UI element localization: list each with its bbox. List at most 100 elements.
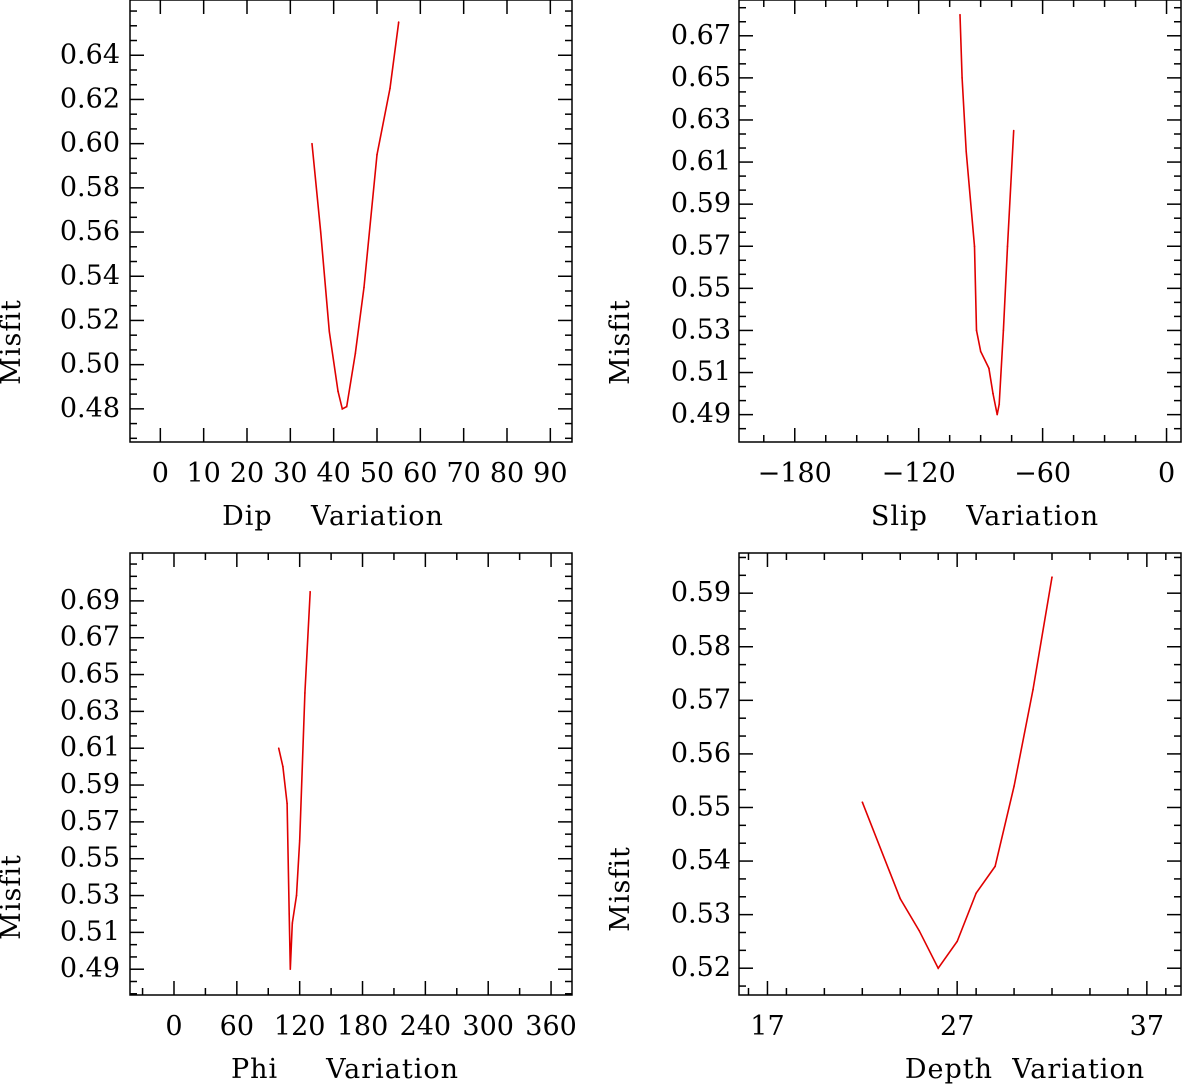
- y-tick-label: 0.63: [60, 695, 120, 726]
- x-tick-label: 300: [462, 1011, 514, 1042]
- y-tick-label: 0.61: [671, 146, 731, 177]
- x-tick-label: 17: [750, 1011, 784, 1042]
- x-tick-label: 37: [1130, 1011, 1164, 1042]
- y-axis-title: Misfit: [605, 299, 636, 385]
- data-point: [899, 897, 902, 900]
- y-tick-label: 0.49: [671, 399, 731, 430]
- y-tick-label: 0.57: [671, 684, 731, 715]
- misfit-curve: [311, 21, 400, 411]
- data-point: [289, 968, 292, 971]
- data-point: [1051, 576, 1053, 578]
- x-tick-label: 50: [360, 458, 394, 489]
- data-point: [337, 390, 339, 392]
- panel-4: 17 27 37 0.52 0.53 0.54 0.55 0.56 0.57 0.58 0.59 De…: [605, 552, 1182, 1085]
- y-axis-title: Misfit: [605, 846, 636, 932]
- misfit-curve: [277, 591, 311, 970]
- data-point: [376, 153, 378, 156]
- data-point: [311, 142, 313, 145]
- data-point: [354, 352, 357, 355]
- x-axis-title: Slip Variation: [871, 501, 1099, 532]
- x-tick-label: −120: [882, 458, 956, 489]
- plot-frame: [738, 552, 1182, 996]
- data-point: [277, 747, 280, 750]
- x-tick-label: 360: [525, 1011, 577, 1042]
- data-point: [295, 894, 298, 897]
- data-point: [992, 392, 994, 395]
- misfit-curve: [959, 14, 1015, 415]
- y-tick-label: 0.69: [60, 585, 120, 616]
- panel-2: −180 −120 −60 0 0.49 0.51 0.53 0.55 0.57 0.59 0.61…: [605, 0, 1182, 532]
- y-tick-label: 0.58: [671, 631, 731, 662]
- data-point: [298, 839, 301, 842]
- x-tick-label: 180: [337, 1011, 389, 1042]
- x-tick-label: 20: [230, 458, 264, 489]
- x-tick-label: 0: [152, 458, 169, 489]
- panel-1: 0 10 20 30 40 50 60 70 80 90 0.48 0.50 0.52 0.54 0.56 0…: [0, 0, 573, 532]
- x-tick-label: 70: [446, 458, 480, 489]
- y-tick-label: 0.53: [671, 899, 731, 930]
- data-point: [988, 367, 990, 370]
- data-point: [937, 967, 939, 970]
- data-point: [956, 940, 958, 943]
- data-point: [389, 87, 391, 90]
- y-tick-label: 0.63: [671, 104, 731, 135]
- data-point: [363, 286, 365, 289]
- y-tick-label: 0.67: [60, 622, 120, 653]
- y-tick-label: 0.50: [60, 349, 120, 380]
- y-tick-label: 0.65: [60, 659, 120, 690]
- misfit-curve: [861, 576, 1053, 970]
- y-tick-label: 0.55: [671, 272, 731, 303]
- y-tick-label: 0.60: [60, 128, 120, 159]
- data-point: [998, 403, 1001, 405]
- data-point: [994, 865, 996, 868]
- y-tick-label: 0.57: [671, 230, 731, 261]
- data-point: [996, 413, 998, 416]
- data-point: [918, 929, 921, 932]
- x-axis-title: Dip Variation: [222, 501, 444, 532]
- y-tick-label: 0.49: [60, 953, 120, 984]
- data-point: [319, 231, 322, 233]
- y-axis-title: Misfit: [0, 854, 27, 940]
- data-point: [309, 590, 311, 593]
- y-tick-label: 0.51: [60, 916, 120, 947]
- data-point: [304, 692, 306, 694]
- data-point: [328, 330, 331, 333]
- y-tick-label: 0.54: [60, 260, 120, 291]
- data-point: [397, 21, 400, 23]
- y-tick-label: 0.58: [60, 172, 120, 203]
- y-tick-label: 0.56: [60, 216, 120, 247]
- x-tick-label: 240: [400, 1011, 452, 1042]
- y-tick-label: 0.53: [671, 314, 731, 345]
- x-tick-label: 30: [273, 458, 307, 489]
- x-tick-label: 60: [403, 458, 437, 489]
- data-point: [959, 13, 961, 16]
- data-point: [965, 150, 967, 153]
- data-point: [979, 350, 982, 353]
- y-tick-label: 0.52: [60, 304, 120, 335]
- y-tick-label: 0.54: [671, 845, 731, 876]
- data-point: [286, 802, 288, 805]
- x-tick-label: 0: [165, 1011, 182, 1042]
- x-tick-label: −60: [1014, 458, 1071, 489]
- data-point: [291, 922, 294, 924]
- y-tick-label: 0.67: [671, 20, 731, 51]
- data-point: [1032, 688, 1034, 691]
- y-tick-label: 0.65: [671, 62, 731, 93]
- y-tick-label: 0.62: [60, 83, 120, 114]
- x-tick-label: 40: [316, 458, 350, 489]
- plot-frame: [129, 552, 573, 996]
- data-point: [861, 801, 864, 803]
- y-tick-label: 0.53: [60, 880, 120, 911]
- data-point: [288, 913, 291, 915]
- data-point: [1013, 785, 1015, 787]
- x-tick-label: 80: [490, 458, 524, 489]
- y-tick-label: 0.57: [60, 806, 120, 837]
- data-point: [341, 408, 344, 410]
- y-tick-label: 0.59: [671, 577, 731, 608]
- x-tick-label: 27: [940, 1011, 974, 1042]
- y-axis-title: Misfit: [0, 299, 27, 385]
- x-tick-label: 120: [274, 1011, 326, 1042]
- y-tick-label: 0.61: [60, 732, 120, 763]
- x-axis-title: Phi Variation: [231, 1054, 459, 1085]
